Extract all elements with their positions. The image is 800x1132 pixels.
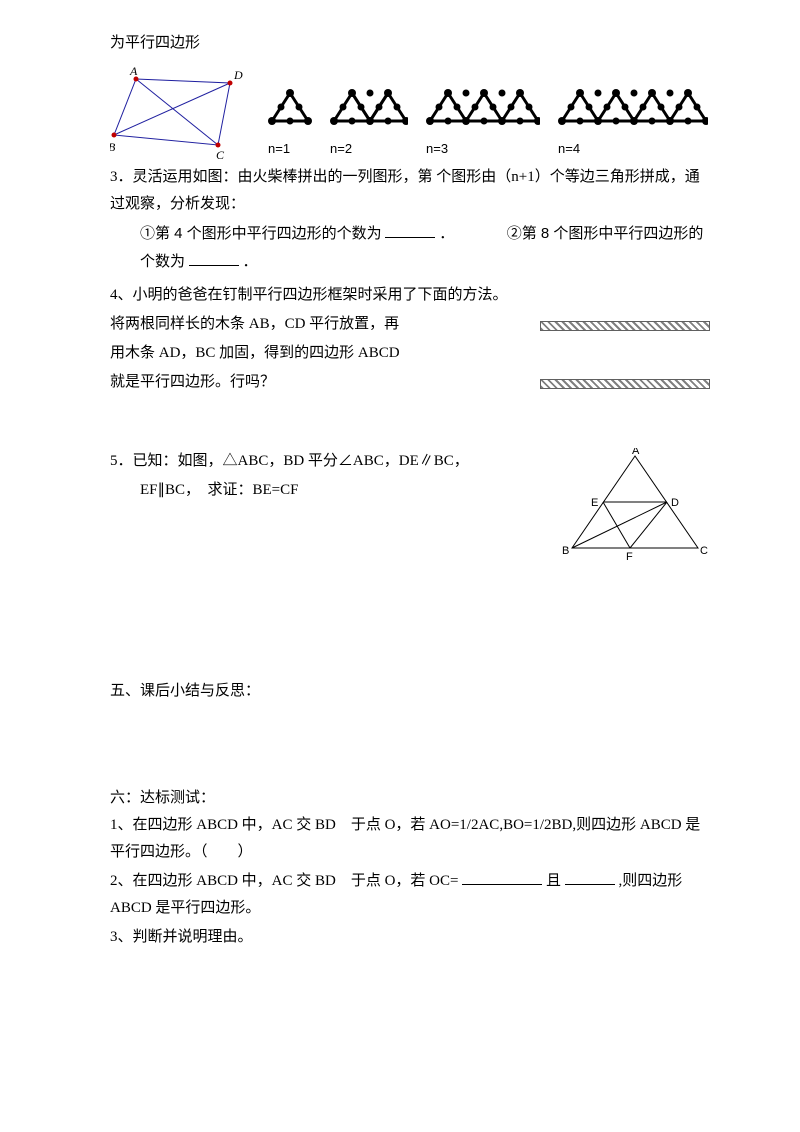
strip-label-2: n=2 (330, 137, 408, 160)
q3-sub1-pre: ①第 4 个图形中平行四边形的个数为 (140, 225, 382, 242)
tri-label-F: F (626, 551, 633, 563)
strip-n2: n=2 (330, 87, 408, 160)
strip-n1: n=1 (268, 87, 312, 160)
vertex-B: B (110, 140, 116, 154)
q3-lead: 3．灵活运用如图：由火柴棒拼出的一列图形，第 个图形由（n+1）个等边三角形拼成… (110, 164, 710, 218)
strip-label-1: n=1 (268, 137, 312, 160)
vertex-C: C (216, 148, 225, 160)
tri-label-E: E (591, 497, 598, 509)
q4-line1: 4、小明的爸爸在钉制平行四边形框架时采用了下面的方法。 (110, 282, 710, 309)
stick-bar-1 (540, 321, 710, 331)
tri-label-A: A (632, 448, 640, 457)
sec6-q2-b: 且 (546, 873, 561, 889)
section6-heading: 六：达标测试： (110, 785, 710, 812)
q4-line3: 用木条 AD，BC 加固，得到的四边形 ABCD (110, 340, 710, 367)
q4-block: 4、小明的爸爸在钉制平行四边形框架时采用了下面的方法。 将两根同样长的木条 AB… (110, 282, 710, 398)
sec6-q2-blank2[interactable] (565, 870, 615, 885)
strip-n3: n=3 (426, 87, 540, 160)
strip-label-3: n=3 (426, 137, 540, 160)
tri-label-C: C (700, 545, 708, 557)
sec6-q2: 2、在四边形 ABCD 中，AC 交 BD 于点 O，若 OC= 且 ,则四边形… (110, 868, 710, 922)
tri-label-B: B (562, 545, 569, 557)
vertex-D: D (233, 68, 243, 82)
strip-label-4: n=4 (558, 137, 708, 160)
intro-tail: 为平行四边形 (110, 30, 710, 57)
q3-blank1[interactable] (385, 223, 435, 238)
section5-heading: 五、课后小结与反思： (110, 678, 710, 705)
sec6-q2-a: 2、在四边形 ABCD 中，AC 交 BD 于点 O，若 OC= (110, 873, 462, 889)
sec6-q2-blank1[interactable] (462, 870, 542, 885)
q5-line1: 5．已知：如图，△ABC，BD 平分∠ABC，DE∥BC， (110, 448, 530, 475)
sec6-q1: 1、在四边形 ABCD 中，AC 交 BD 于点 O，若 AO=1/2AC,BO… (110, 812, 710, 866)
vertex-A: A (129, 65, 138, 78)
stick-bar-2 (540, 379, 710, 389)
q3-sub1: ①第 4 个图形中平行四边形的个数为 ． ②第 8 个图形中平行四边形的个数为 … (110, 220, 710, 276)
q3-blank2[interactable] (189, 251, 239, 266)
q4-line4: 就是平行四边形。行吗？ (110, 369, 275, 396)
q4-line2: 将两根同样长的木条 AB，CD 平行放置，再 (110, 311, 399, 338)
q5-block: 5．已知：如图，△ABC，BD 平分∠ABC，DE∥BC， EF∥BC， 求证：… (110, 448, 710, 568)
parallelogram-diagram: A D B C (110, 65, 250, 160)
tri-label-D: D (671, 497, 679, 509)
q3-sub2-post: ． (243, 254, 258, 270)
figure-row: A D B C n=1 n=2 n=3 n=4 (110, 65, 710, 160)
q3-sub1-post: ． (439, 226, 454, 242)
q5-line2: EF∥BC， 求证：BE=CF (110, 477, 530, 504)
strip-n4: n=4 (558, 87, 708, 160)
triangle-diagram: A B C E D F (560, 448, 710, 568)
sec6-q3: 3、判断并说明理由。 (110, 924, 710, 951)
